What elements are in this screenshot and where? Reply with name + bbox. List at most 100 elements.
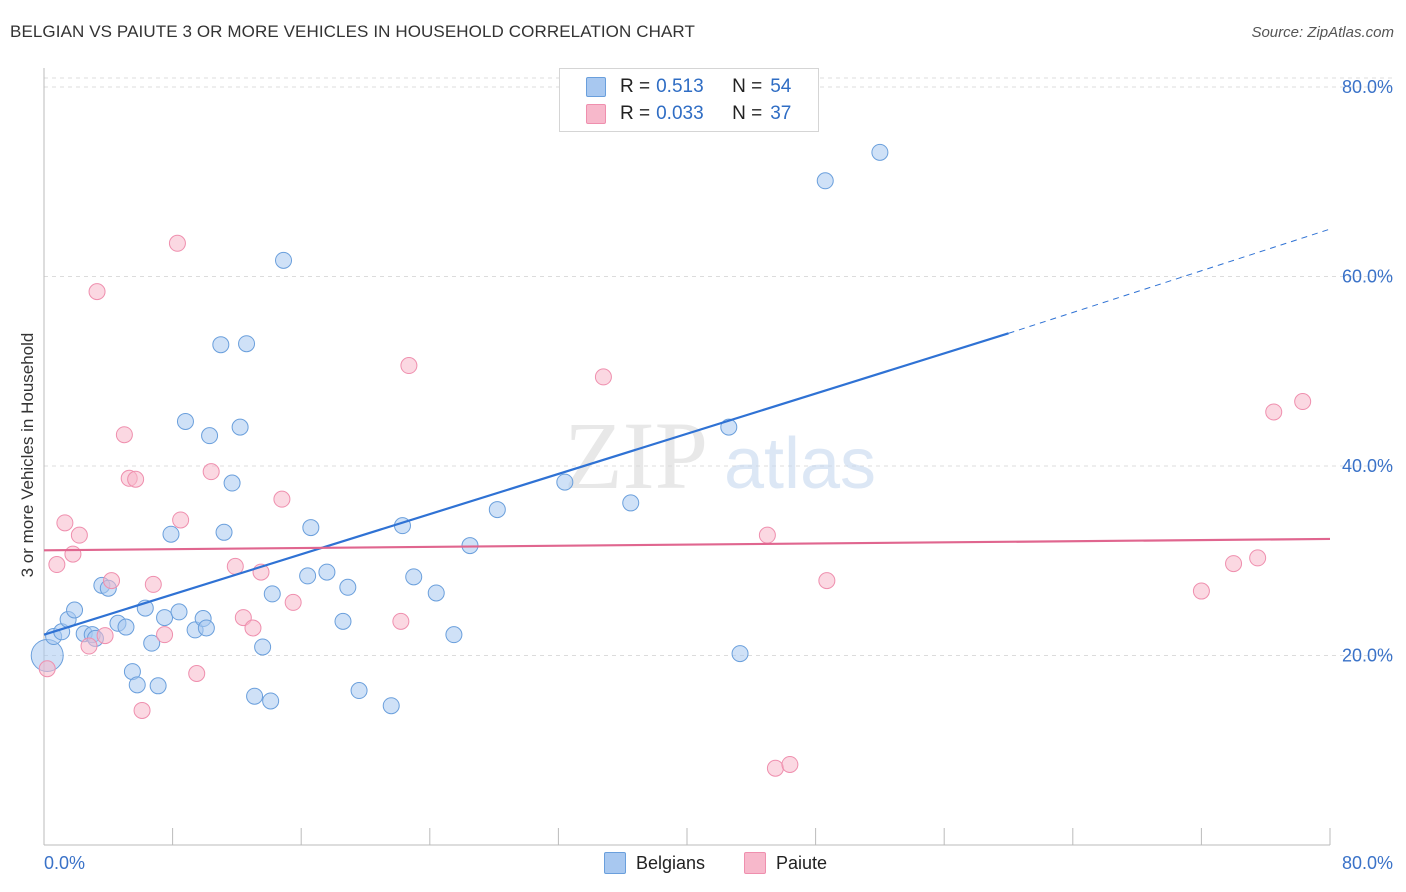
data-point-belgians [143,634,161,652]
data-point-belgians [223,474,241,492]
data-point-paiute [56,514,74,532]
legend-swatch-paiute [586,104,606,124]
data-point-belgians [339,578,357,596]
data-point-belgians [170,603,188,621]
legend-row-paiute: R = 0.033 N = 37 [586,101,791,127]
x-tick-label: 80.0% [1342,853,1393,873]
legend-n-label: N = [732,103,763,124]
data-point-paiute [38,660,56,678]
data-point-paiute [400,357,418,375]
bottom-legend-label-paiute: Paiute [776,852,828,873]
data-point-belgians [197,619,215,637]
y-axis-label: 3 or more Vehicles in Household [18,332,37,578]
data-point-belgians [622,494,640,512]
trend-lines [43,228,1331,636]
correlation-legend: R = 0.513 N = 54 R = 0.033 N = 37 [559,68,819,132]
data-point-paiute [103,572,121,590]
data-point-paiute [781,755,799,773]
legend-swatch-belgians [586,77,606,97]
source-label: Source: ZipAtlas.com [1251,24,1394,41]
data-point-paiute [168,234,186,252]
legend-r-value: 0.033 [656,103,704,124]
data-point-paiute [172,511,190,529]
data-point-paiute [1265,403,1283,421]
data-point-belgians [176,412,194,430]
trend-line-extension-belgians [1008,228,1331,334]
gridlines [44,77,1392,656]
watermark-atlas: atlas [724,424,876,504]
data-point-belgians [382,697,400,715]
data-point-paiute [392,612,410,630]
data-point-paiute [1294,393,1312,411]
bottom-legend-belgians: Belgians [604,852,705,874]
y-tick-label: 20.0% [1342,645,1393,665]
data-point-paiute [133,701,151,719]
bottom-legend-swatch-paiute [744,852,766,874]
legend-n-value: 54 [770,76,792,97]
axes [43,68,1331,846]
legend-row-belgians: R = 0.513 N = 54 [586,74,791,100]
watermark: ZIP atlas [564,402,876,509]
data-point-paiute [80,637,98,655]
data-point-belgians [215,523,233,541]
data-point-paiute [766,759,784,777]
data-point-belgians [128,676,146,694]
bottom-legend-paiute: Paiute [744,852,827,874]
trend-line-belgians [43,332,1009,636]
data-point-belgians [212,336,230,354]
data-point-belgians [201,427,219,445]
data-point-belgians [405,568,423,586]
data-point-paiute [273,490,291,508]
data-point-paiute [234,609,252,627]
legend-r-value: 0.513 [656,76,704,97]
legend-n-value: 37 [770,103,792,124]
data-point-belgians [816,172,834,190]
tick-labels: 20.0% 40.0% 60.0% 80.0% 0.0% 80.0% [44,77,1393,873]
data-point-belgians [156,609,174,627]
data-point-paiute [202,463,220,481]
data-point-paiute [64,545,82,563]
x-tick-label: 0.0% [44,853,85,873]
legend-n-label: N = [732,76,763,97]
data-point-belgians [238,335,256,353]
data-point-belgians [318,563,336,581]
data-point-belgians [149,677,167,695]
data-point-paiute [96,627,114,645]
data-point-paiute [70,526,88,544]
data-point-paiute [758,526,776,544]
data-point-paiute [1249,549,1267,567]
data-point-belgians [246,687,264,705]
data-point-belgians [66,601,84,619]
chart-title: BELGIAN VS PAIUTE 3 OR MORE VEHICLES IN … [10,22,695,41]
data-point-belgians [302,519,320,537]
data-point-belgians [556,473,574,491]
y-tick-label: 40.0% [1342,456,1393,476]
data-point-belgians [871,143,889,161]
data-point-paiute [244,619,262,637]
data-point-belgians [427,584,445,602]
data-point-belgians [117,618,135,636]
bottom-legend-label-belgians: Belgians [636,852,706,873]
data-point-belgians [299,567,317,585]
data-point-paiute [115,426,133,444]
data-point-belgians [445,626,463,644]
data-point-belgians [350,682,368,700]
watermark-zip: ZIP [564,402,708,509]
data-point-paiute [818,572,836,590]
data-point-belgians [162,525,180,543]
data-point-paiute [127,470,145,488]
data-point-belgians [254,638,272,656]
data-point-belgians [731,645,749,663]
y-tick-label: 60.0% [1342,266,1393,286]
data-point-paiute [1192,582,1210,600]
legend-r-label: R = [620,103,651,124]
data-point-belgians [262,692,280,710]
data-point-belgians [720,418,738,436]
data-point-paiute [144,575,162,593]
legend-r-label: R = [620,76,651,97]
bottom-legend-swatch-belgians [604,852,626,874]
data-point-belgians [263,585,281,603]
data-point-paiute [284,593,302,611]
trend-line-paiute [43,537,1331,552]
